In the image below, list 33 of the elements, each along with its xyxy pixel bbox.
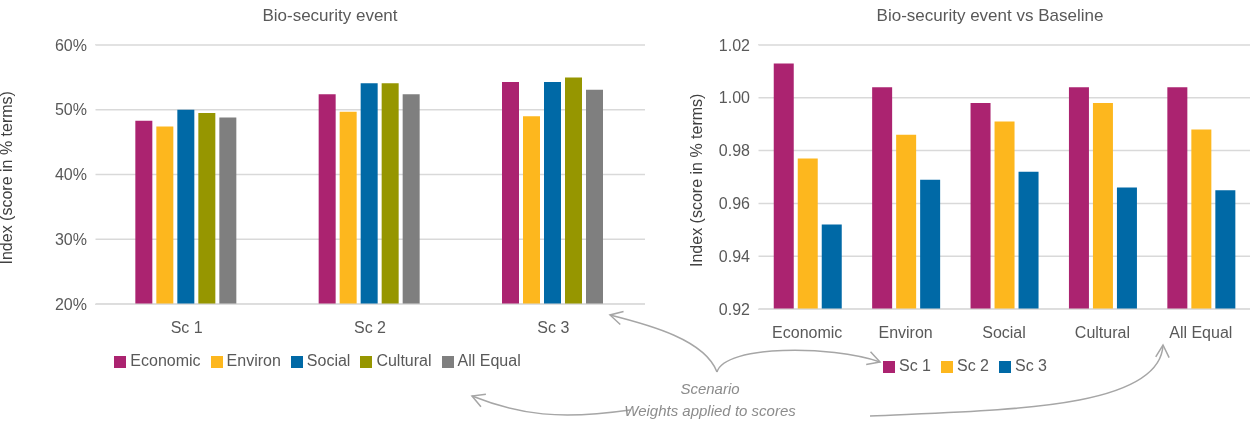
chart-title: Bio-security event vs Baseline bbox=[875, 6, 1105, 26]
legend-label: Social bbox=[306, 352, 351, 369]
x-tick-label: Cultural bbox=[1074, 324, 1130, 342]
legend-label: All Equal bbox=[457, 352, 521, 369]
y-tick-label: 30% bbox=[54, 230, 87, 248]
legend-label: Cultural bbox=[376, 352, 432, 369]
legend-label: Sc 2 bbox=[956, 357, 989, 374]
y-tick-label: 0.96 bbox=[718, 195, 751, 213]
x-tick-label: Environ bbox=[878, 324, 933, 342]
text: Weights applied to scores bbox=[623, 401, 797, 421]
y-tick-label: 0.94 bbox=[718, 247, 751, 265]
x-tick-label: Sc 1 bbox=[170, 319, 203, 337]
legend-label: Economic bbox=[130, 352, 201, 369]
x-tick-label: Economic bbox=[772, 324, 843, 342]
x-tick-label: Sc 2 bbox=[353, 319, 387, 337]
y-tick-label: 1.02 bbox=[718, 36, 751, 54]
x-tick-label: Social bbox=[982, 324, 1026, 342]
y-tick-label: 0.98 bbox=[718, 142, 751, 160]
x-tick-label: Sc 3 bbox=[537, 319, 570, 337]
chart-title: Bio-security event bbox=[261, 6, 399, 26]
text: Scenario bbox=[679, 379, 741, 399]
y-tick-label: 50% bbox=[54, 101, 87, 119]
y-tick-label: 1.00 bbox=[718, 89, 751, 107]
legend-label: Sc 3 bbox=[1015, 357, 1048, 374]
y-axis-title: Index (score in % terms) bbox=[687, 93, 705, 267]
y-tick-label: 20% bbox=[54, 295, 87, 313]
legend-label: Sc 1 bbox=[898, 357, 931, 374]
y-axis-title: Index (score in % terms) bbox=[0, 91, 15, 265]
y-tick-label: 0.92 bbox=[718, 300, 751, 318]
y-tick-label: 40% bbox=[54, 166, 87, 184]
x-tick-label: All Equal bbox=[1169, 324, 1233, 342]
legend-label: Environ bbox=[226, 352, 281, 369]
y-tick-label: 60% bbox=[54, 36, 87, 54]
